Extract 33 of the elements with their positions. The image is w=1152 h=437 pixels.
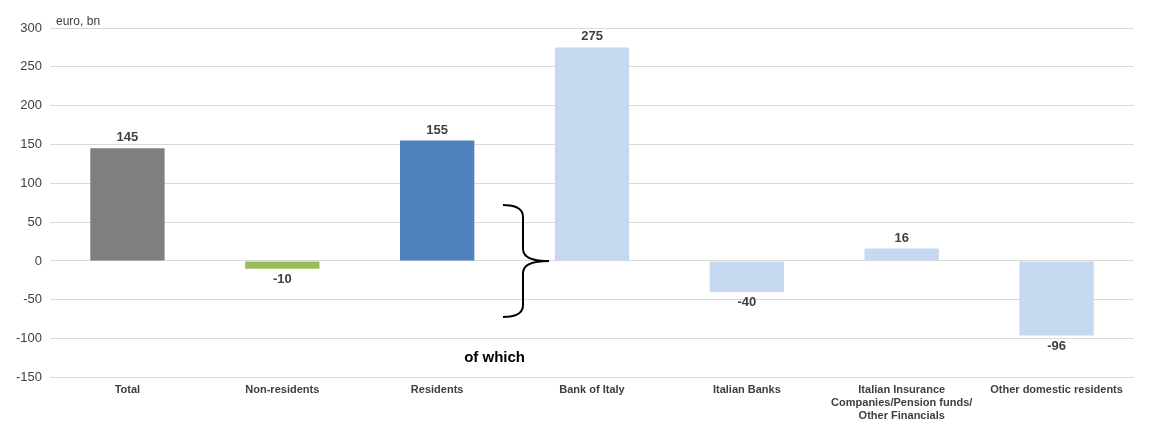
y-tick-label: -100: [15, 330, 43, 346]
bar: [864, 248, 939, 261]
data-label: 155: [426, 121, 449, 137]
annotation: of which: [464, 348, 525, 366]
x-tick-label: Italian Banks: [712, 383, 781, 396]
data-label: -96: [1047, 337, 1066, 353]
bar: [90, 148, 165, 261]
bar: [245, 261, 320, 269]
x-tick-label: Non-residents: [245, 383, 320, 396]
data-label: 145: [116, 129, 139, 145]
y-tick-label: 100: [20, 174, 43, 190]
x-tick-label: Total: [114, 383, 141, 396]
y-axis-title: euro, bn: [56, 14, 101, 29]
y-tick-label: 0: [34, 252, 43, 268]
x-tick-label: Residents: [410, 383, 464, 396]
data-label: 16: [894, 229, 909, 245]
bar: [1019, 261, 1094, 336]
bar: [709, 261, 785, 292]
data-label: -40: [737, 294, 757, 310]
y-tick-label: 150: [20, 136, 43, 152]
bar: [399, 140, 475, 261]
y-tick-label: -150: [15, 368, 43, 384]
x-tick-label: Other domestic residents: [990, 383, 1123, 396]
y-tick-label: 50: [27, 213, 43, 229]
data-label: -10: [272, 270, 292, 286]
y-tick-label: 300: [20, 19, 43, 35]
bar: [554, 47, 630, 261]
x-tick-label: Bank of Italy: [559, 383, 626, 396]
y-tick-label: 250: [20, 58, 43, 74]
data-label: 275: [581, 28, 603, 44]
y-tick-label: 200: [20, 97, 43, 113]
x-tick-label: Italian Insurance Companies/Pension funds/ Other Financials: [831, 383, 973, 422]
y-tick-label: -50: [23, 291, 43, 307]
